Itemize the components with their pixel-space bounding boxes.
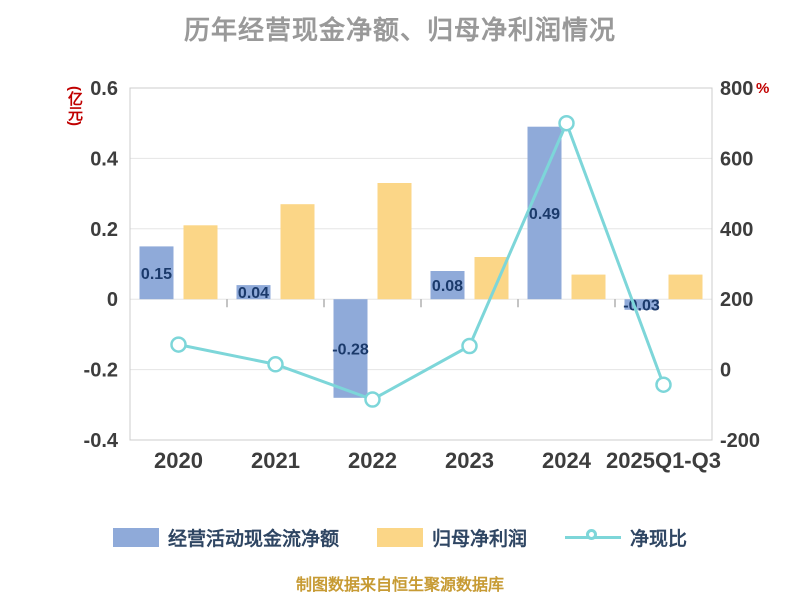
plot-border: [129, 87, 713, 441]
right-axis-tick-label: 400: [720, 219, 753, 241]
bar-net-profit-2020: [183, 225, 218, 300]
x-axis-label-2022: 2022: [348, 448, 397, 473]
legend-item-net-profit[interactable]: 归母净利润: [376, 524, 527, 551]
legend-item-net-cash-ratio[interactable]: 净现比: [565, 524, 687, 551]
chart-canvas: 0.6 0.4 0.2 0 -0.2 -0.4 800 600 400 200 0 -200 2020 2…: [84, 78, 761, 473]
x-axis-label-2020: 2020: [154, 448, 203, 473]
left-axis-tick-label: 0.2: [90, 219, 118, 241]
right-axis-tick-label: 600: [720, 148, 753, 170]
line-marker-net-cash-ratio-2023: [461, 337, 478, 355]
legend-swatch-net-profit: [376, 528, 423, 547]
bar-operating-cash-flow-2025Q1-Q3: [624, 299, 659, 310]
bar-net-profit-2024: [571, 274, 606, 300]
right-axis-tick-label: -200: [720, 430, 760, 452]
x-axis-label-2025Q1-Q3: 2025Q1-Q3: [606, 448, 721, 473]
legend-label-net-cash-ratio: 净现比: [630, 529, 688, 550]
right-axis-unit: %: [756, 80, 770, 97]
line-marker-net-cash-ratio-2022: [364, 391, 381, 408]
bar-net-profit-2022: [377, 183, 412, 300]
bar-operating-cash-flow-2024: [527, 126, 562, 300]
left-axis-unit: (亿元): [66, 86, 83, 126]
bar-value-label-2024: 0.49: [529, 206, 560, 223]
bar-operating-cash-flow-2022: [333, 299, 368, 398]
left-axis-tick-label: 0.4: [90, 148, 119, 170]
bar-value-label-2021: 0.04: [238, 285, 269, 302]
left-axis-tick-label: 0.6: [90, 78, 118, 100]
line-marker-net-cash-ratio-2025Q1-Q3: [655, 376, 672, 393]
legend-label-net-profit: 归母净利润: [431, 529, 527, 550]
bar-operating-cash-flow-2020: [139, 246, 174, 300]
bar-value-label-2022: -0.28: [332, 342, 369, 359]
x-axis-label-2023: 2023: [445, 448, 494, 473]
x-axis-label-2021: 2021: [251, 448, 300, 473]
right-axis-tick-label: 800: [720, 78, 753, 100]
right-axis-tick-label: 200: [720, 289, 753, 311]
chart-title: 历年经营现金净额、归母净利润情况: [183, 15, 616, 45]
line-marker-net-cash-ratio-2020: [170, 336, 187, 353]
left-axis-tick-label: -0.2: [84, 360, 118, 382]
bar-value-label-2023: 0.08: [432, 278, 463, 295]
line-net-cash-ratio: [178, 119, 665, 402]
x-axis-label-2024: 2024: [542, 448, 592, 473]
legend-item-operating-cash-flow[interactable]: 经营活动现金流净额: [112, 524, 339, 551]
legend: 经营活动现金流净额 归母净利润 净现比: [0, 524, 800, 551]
bar-operating-cash-flow-2021: [236, 285, 271, 300]
legend-label-operating-cash-flow: 经营活动现金流净额: [167, 529, 339, 550]
zero-axis-ticks: [226, 299, 616, 308]
legend-line-marker-icon: [586, 529, 597, 540]
line-marker-net-cash-ratio-2021: [267, 356, 284, 373]
bar-operating-cash-flow-2023: [430, 271, 465, 300]
bar-value-label-2025Q1-Q3: -0.03: [623, 298, 660, 315]
line-marker-net-cash-ratio-2024: [558, 114, 575, 132]
legend-swatch-line-icon: [565, 528, 621, 547]
bar-value-label-2020: 0.15: [141, 266, 172, 283]
legend-swatch-operating-cash-flow: [112, 528, 159, 547]
source-note: 制图数据来自恒生聚源数据库: [295, 577, 504, 594]
right-axis-tick-label: 0: [720, 360, 731, 382]
left-axis-tick-label: -0.4: [84, 430, 119, 452]
bar-net-profit-2025Q1-Q3: [668, 274, 703, 300]
left-axis-tick-label: 0: [107, 289, 118, 311]
bar-net-profit-2021: [280, 204, 315, 300]
